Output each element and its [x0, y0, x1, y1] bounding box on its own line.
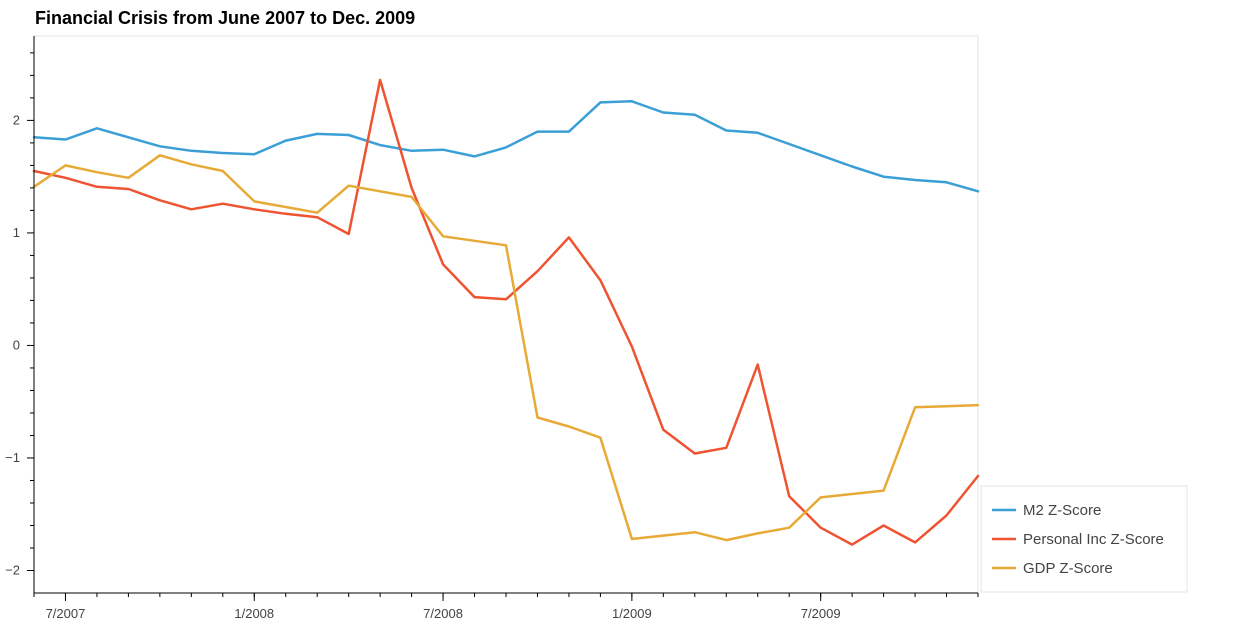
chart-title: Financial Crisis from June 2007 to Dec. …	[35, 8, 416, 28]
y-tick-label: 2	[13, 112, 20, 127]
x-tick-label: 1/2009	[612, 606, 652, 621]
plot-area	[33, 35, 979, 594]
y-axis: 2 1 0 −1 −2	[5, 52, 34, 577]
series-lines	[32, 78, 980, 546]
y-tick-label: −2	[5, 562, 20, 577]
y-tick-label: 1	[13, 225, 20, 240]
x-tick-label: 7/2008	[423, 606, 463, 621]
x-tick-label: 7/2009	[801, 606, 841, 621]
legend-label-1: M2 Z-Score	[1023, 502, 1101, 519]
series-line-3	[32, 154, 980, 542]
legend: M2 Z-Score Personal Inc Z-Score GDP Z-Scor…	[980, 485, 1188, 593]
legend-label-3: GDP Z-Score	[1023, 560, 1113, 577]
x-tick-label: 7/2007	[46, 606, 86, 621]
y-tick-label: 0	[13, 337, 20, 352]
legend-label-2: Personal Inc Z-Score	[1023, 531, 1164, 548]
y-tick-label: −1	[5, 450, 20, 465]
series-line-2	[32, 78, 980, 546]
x-tick-label: 1/2008	[234, 606, 274, 621]
series-line-1	[32, 100, 980, 193]
x-axis: 7/2007 1/2008 7/2008 1/2009 7/2009	[33, 593, 979, 621]
